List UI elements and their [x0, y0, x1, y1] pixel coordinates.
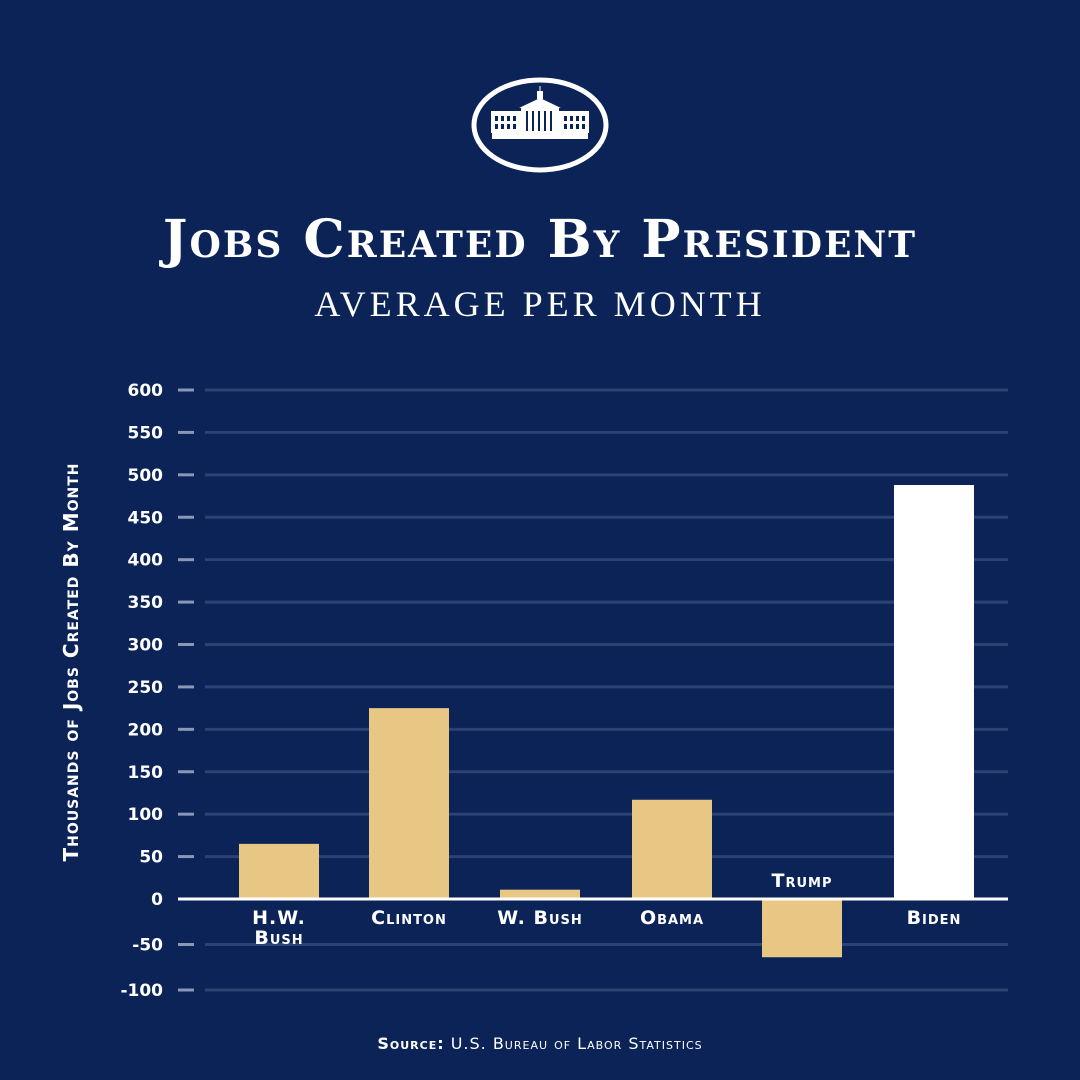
category-label: Biden	[907, 907, 962, 929]
page-title: Jobs Created By President	[162, 209, 918, 270]
category-label: Obama	[640, 907, 704, 929]
category-label: H.W.	[252, 907, 306, 929]
source-text: U.S. Bureau of Labor Statistics	[450, 1034, 703, 1053]
y-tick-label: -50	[132, 936, 163, 956]
bar-chart: 600550500450400350300250200150100500-50-…	[59, 381, 1008, 1001]
y-tick-label: 550	[128, 423, 164, 443]
bar-obama	[632, 799, 712, 899]
logo-oval	[471, 77, 609, 173]
y-tick-label: 250	[128, 678, 164, 698]
category-label: Bush	[254, 927, 303, 949]
y-tick-label: 350	[128, 593, 164, 613]
source-note: Source: U.S. Bureau of Labor Statistics	[0, 1034, 1080, 1053]
source-label: Source:	[377, 1034, 445, 1053]
y-tick-label: 400	[128, 551, 164, 571]
y-tick-label: 100	[128, 805, 164, 825]
y-tick-label: 450	[128, 508, 164, 528]
y-axis-title: Thousands of Jobs Created By Month	[59, 462, 83, 861]
category-label: W. Bush	[497, 907, 583, 929]
bar-w-bush	[500, 889, 580, 899]
y-tick-label: 200	[128, 720, 164, 740]
y-tick-label: 0	[151, 890, 163, 910]
y-tick-label: 600	[128, 381, 164, 401]
y-tick-label: 500	[128, 466, 164, 486]
y-tick-label: 150	[128, 763, 164, 783]
category-label: Clinton	[371, 907, 447, 929]
bar-h-w-bush	[239, 843, 319, 899]
y-tick-label: 50	[139, 848, 163, 868]
bar-biden	[894, 485, 974, 899]
bar-trump	[762, 899, 842, 958]
category-label: Trump	[772, 870, 833, 892]
white-house-logo	[471, 77, 609, 173]
bar-clinton	[369, 708, 449, 899]
page-subtitle: AVERAGE PER MONTH	[314, 284, 766, 324]
y-tick-label: 300	[128, 636, 164, 656]
y-tick-label: -100	[120, 981, 163, 1001]
